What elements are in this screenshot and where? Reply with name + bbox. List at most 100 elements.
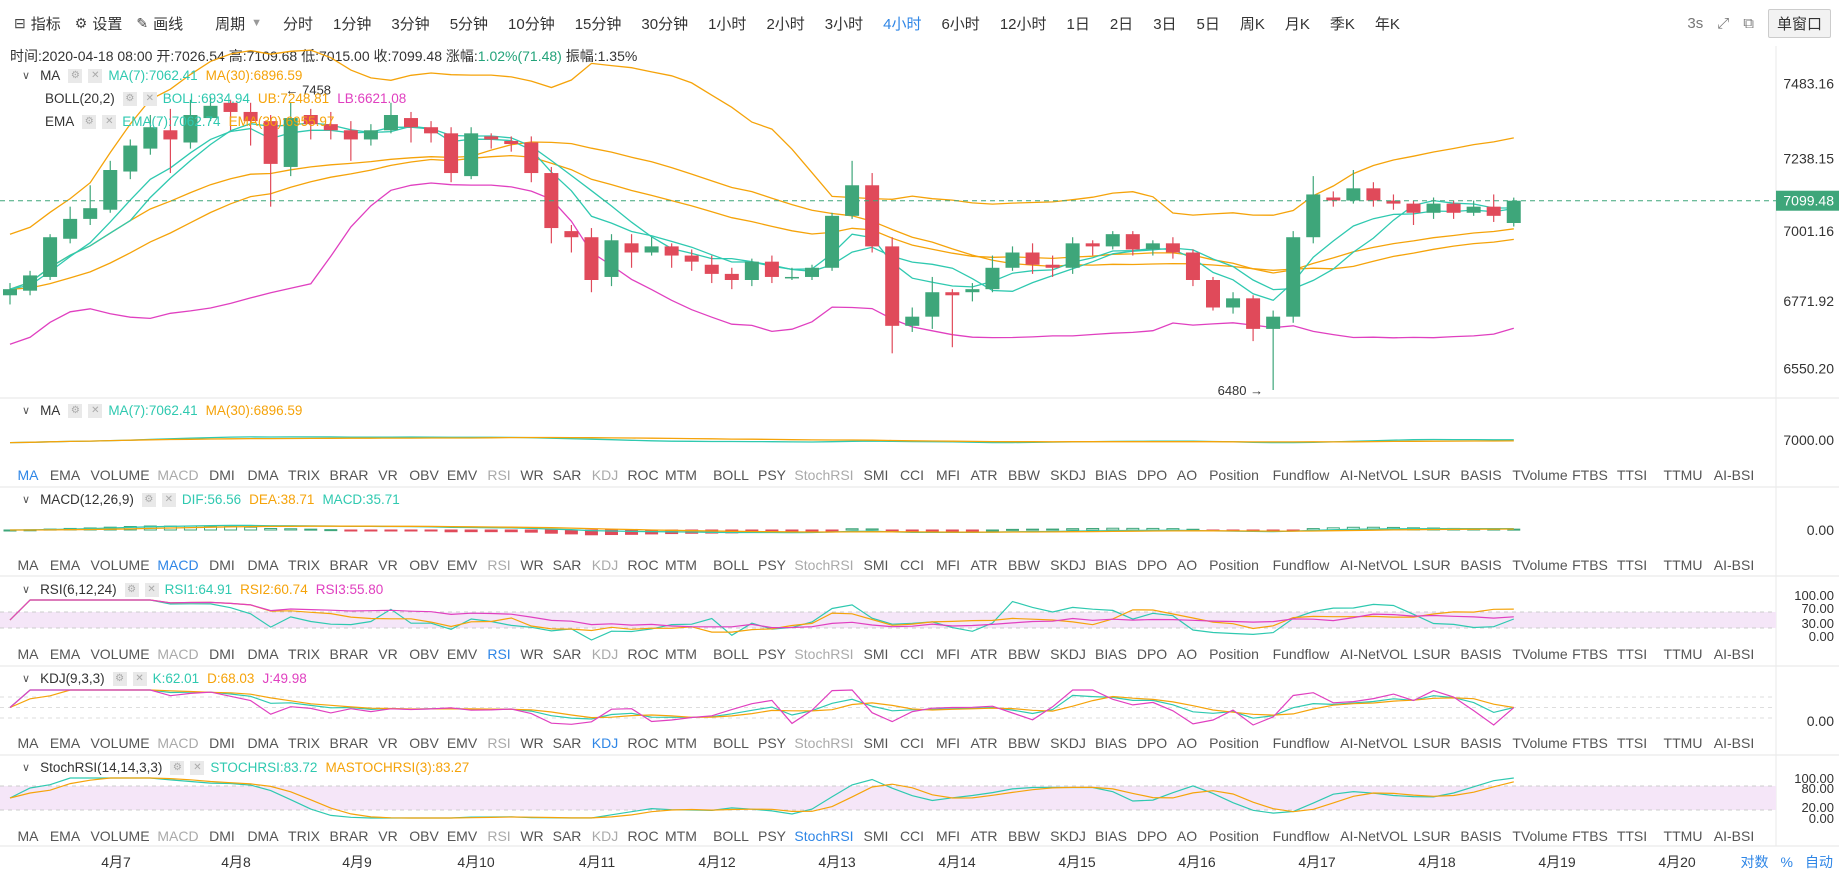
tab-trix[interactable]: TRIX (288, 735, 320, 751)
tab-boll[interactable]: BOLL (713, 828, 749, 844)
period-13[interactable]: 1日 (1066, 15, 1090, 33)
tab-ttmu[interactable]: TTMU (1663, 467, 1703, 483)
tab-bbw[interactable]: BBW (1008, 828, 1040, 844)
gear-icon[interactable]: ⚙ (122, 91, 137, 106)
tab-ai-netvol[interactable]: AI-NetVOL (1340, 828, 1408, 844)
gear-icon[interactable]: ⚙ (68, 68, 83, 83)
tab-ai-bsi[interactable]: AI-BSI (1713, 467, 1755, 483)
tab-dpo[interactable]: DPO (1136, 467, 1168, 483)
tab-vr[interactable]: VR (378, 557, 398, 573)
fullscreen-icon[interactable]: ⤢ (1717, 14, 1730, 32)
tab-lsur[interactable]: LSUR (1413, 557, 1451, 573)
tab-boll[interactable]: BOLL (713, 646, 749, 662)
tab-atr[interactable]: ATR (970, 735, 998, 751)
tab-skdj[interactable]: SKDJ (1050, 828, 1086, 844)
tab-cci[interactable]: CCI (899, 557, 925, 573)
tab-mfi[interactable]: MFI (935, 735, 961, 751)
tab-stochrsi[interactable]: StochRSI (794, 467, 854, 483)
collapse-icon[interactable]: ∨ (22, 673, 31, 685)
tab-bias[interactable]: BIAS (1095, 557, 1127, 573)
tab-ftbs[interactable]: FTBS (1572, 557, 1608, 573)
tab-smi[interactable]: SMI (863, 828, 889, 844)
tab-volume[interactable]: VOLUME (90, 557, 150, 573)
tab-position[interactable]: Position (1209, 646, 1259, 662)
tab-bbw[interactable]: BBW (1008, 557, 1040, 573)
tab-ttmu[interactable]: TTMU (1663, 828, 1703, 844)
gear-icon[interactable]: ⚙ (112, 671, 127, 686)
tab-ftbs[interactable]: FTBS (1572, 735, 1608, 751)
tab-bias[interactable]: BIAS (1095, 735, 1127, 751)
tab-emv[interactable]: EMV (446, 735, 478, 751)
tab-ftbs[interactable]: FTBS (1572, 467, 1608, 483)
tab-dma[interactable]: DMA (247, 828, 279, 844)
gear-icon[interactable]: ⚙ (170, 760, 185, 775)
tab-roc[interactable]: ROC (627, 646, 659, 662)
tab-vr[interactable]: VR (378, 735, 398, 751)
tab-basis[interactable]: BASIS (1460, 557, 1502, 573)
tab-dmi[interactable]: DMI (209, 467, 235, 483)
tab-dmi[interactable]: DMI (209, 557, 235, 573)
period-12[interactable]: 12小时 (999, 15, 1047, 33)
tab-bbw[interactable]: BBW (1008, 646, 1040, 662)
tab-ai-netvol[interactable]: AI-NetVOL (1340, 557, 1408, 573)
tab-ao[interactable]: AO (1176, 467, 1198, 483)
tab-tvolume[interactable]: TVolume (1512, 557, 1568, 573)
period-4[interactable]: 10分钟 (508, 15, 555, 33)
tab-cci[interactable]: CCI (899, 467, 925, 483)
tab-trix[interactable]: TRIX (288, 557, 320, 573)
tab-dma[interactable]: DMA (247, 557, 279, 573)
tab-mtm[interactable]: MTM (665, 646, 697, 662)
tab-emv[interactable]: EMV (446, 467, 478, 483)
tab-position[interactable]: Position (1209, 557, 1259, 573)
tab-rsi[interactable]: RSI (487, 828, 511, 844)
tab-roc[interactable]: ROC (627, 828, 659, 844)
tab-ttsi[interactable]: TTSI (1616, 735, 1648, 751)
tab-skdj[interactable]: SKDJ (1050, 646, 1086, 662)
tab-brar[interactable]: BRAR (329, 828, 369, 844)
period-20[interactable]: 年K (1374, 15, 1400, 33)
tab-ftbs[interactable]: FTBS (1572, 828, 1608, 844)
tab-ttmu[interactable]: TTMU (1663, 735, 1703, 751)
tab-trix[interactable]: TRIX (288, 646, 320, 662)
period-5[interactable]: 15分钟 (574, 15, 622, 33)
tab-volume[interactable]: VOLUME (90, 646, 150, 662)
settings-button[interactable]: ⚙ 设置 (75, 13, 123, 34)
draw-button[interactable]: ✎ 画线 (136, 13, 183, 34)
close-icon[interactable]: ✕ (161, 492, 176, 507)
tab-rsi[interactable]: RSI (487, 735, 511, 751)
close-icon[interactable]: ✕ (190, 760, 205, 775)
tab-dpo[interactable]: DPO (1136, 557, 1168, 573)
tab-emv[interactable]: EMV (446, 646, 478, 662)
tab-brar[interactable]: BRAR (329, 467, 369, 483)
tab-emv[interactable]: EMV (446, 828, 478, 844)
tab-psy[interactable]: PSY (757, 735, 787, 751)
period-6[interactable]: 30分钟 (641, 15, 689, 33)
tab-atr[interactable]: ATR (970, 828, 998, 844)
tab-ema[interactable]: EMA (49, 828, 81, 844)
tab-fundflow[interactable]: Fundflow (1272, 828, 1330, 844)
tab-volume[interactable]: VOLUME (90, 828, 150, 844)
tab-ema[interactable]: EMA (49, 467, 81, 483)
tab-ema[interactable]: EMA (49, 646, 81, 662)
tab-ttsi[interactable]: TTSI (1616, 557, 1648, 573)
tab-wr[interactable]: WR (520, 828, 544, 844)
tab-ai-bsi[interactable]: AI-BSI (1713, 557, 1755, 573)
tab-ttmu[interactable]: TTMU (1663, 646, 1703, 662)
tab-kdj[interactable]: KDJ (591, 557, 619, 573)
period-11[interactable]: 6小时 (941, 15, 980, 33)
tab-sar[interactable]: SAR (552, 467, 582, 483)
tab-ma[interactable]: MA (17, 828, 39, 844)
tab-lsur[interactable]: LSUR (1413, 467, 1451, 483)
refresh-interval[interactable]: 3s (1687, 14, 1704, 32)
tab-ai-netvol[interactable]: AI-NetVOL (1340, 735, 1408, 751)
period-7[interactable]: 1小时 (708, 15, 747, 33)
tab-ema[interactable]: EMA (49, 735, 81, 751)
tab-fundflow[interactable]: Fundflow (1272, 646, 1330, 662)
tab-dmi[interactable]: DMI (209, 646, 235, 662)
tab-stochrsi[interactable]: StochRSI (794, 828, 854, 844)
tab-macd[interactable]: MACD (157, 828, 199, 844)
tab-ao[interactable]: AO (1176, 557, 1198, 573)
gear-icon[interactable]: ⚙ (82, 114, 97, 129)
tab-macd[interactable]: MACD (157, 467, 199, 483)
tab-ma[interactable]: MA (17, 557, 39, 573)
